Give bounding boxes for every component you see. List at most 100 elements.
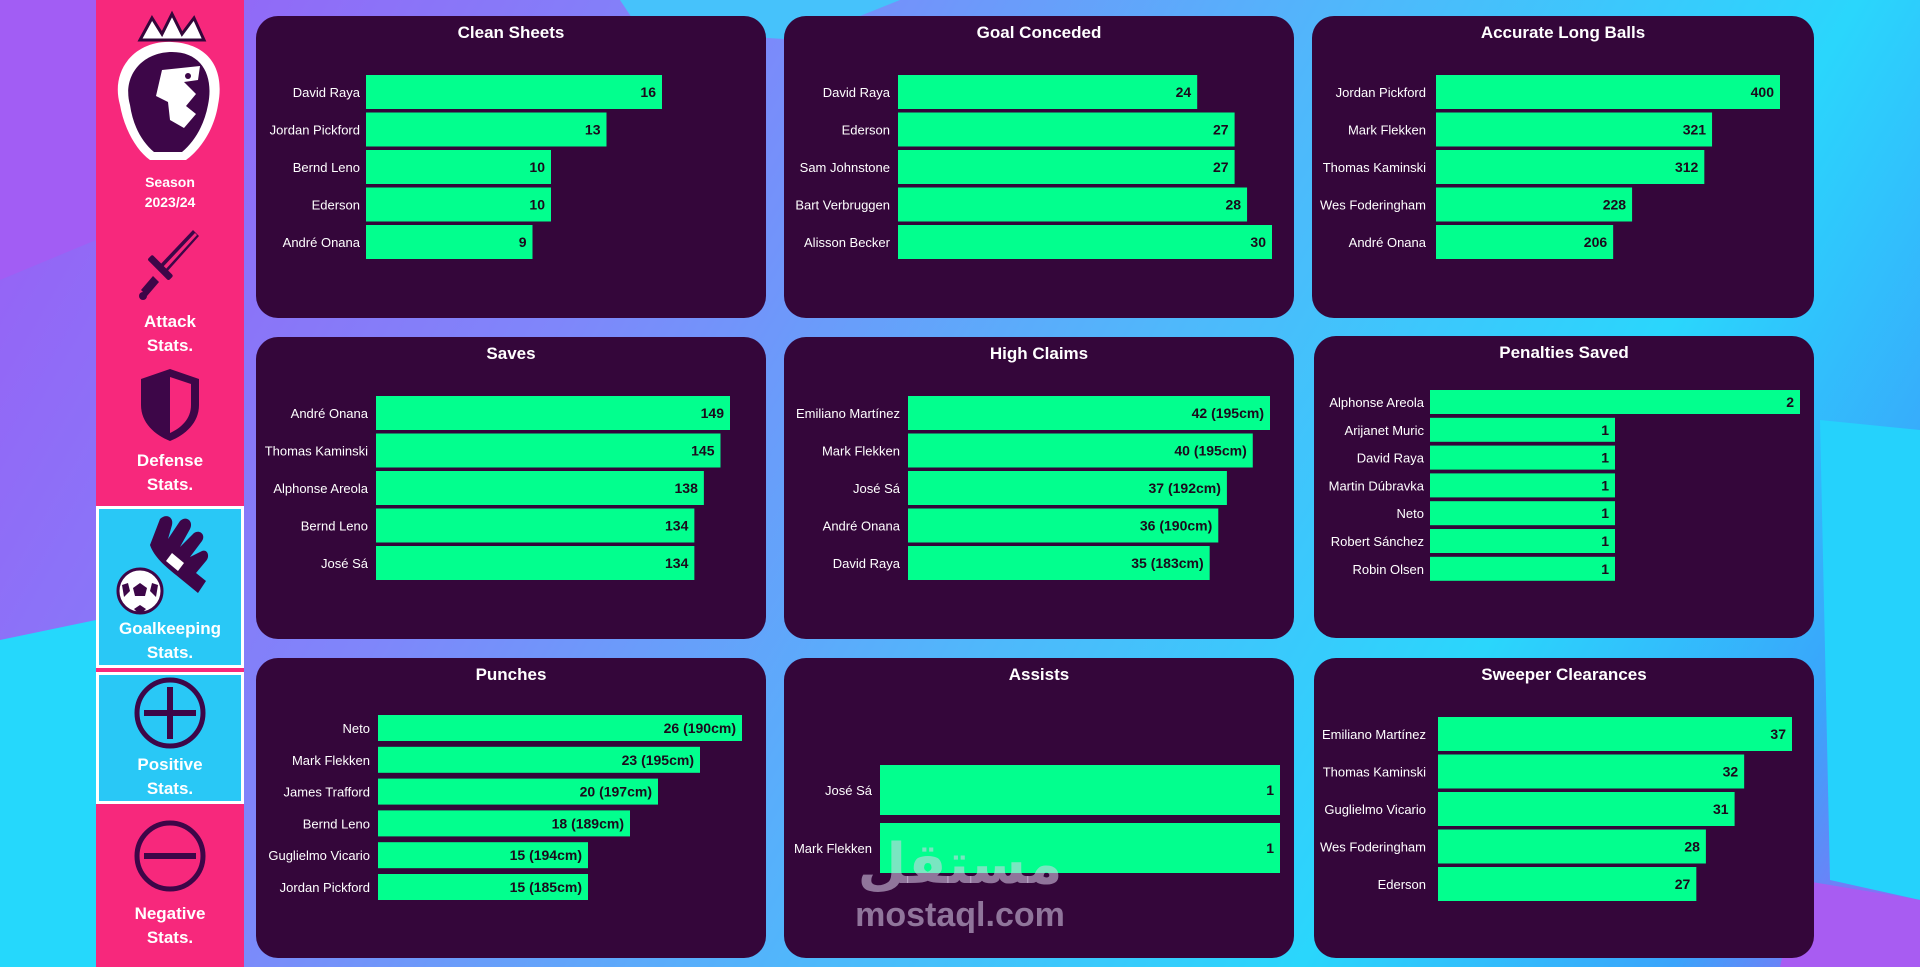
- bar-value-label: 9: [519, 234, 527, 250]
- bar-category-label: Guglielmo Vicario: [268, 848, 370, 863]
- bar-value-label: 149: [701, 405, 725, 421]
- bar-value-label: 13: [585, 122, 601, 138]
- bar-value-label: 10: [529, 197, 545, 213]
- panel-title-punches: Punches: [475, 665, 547, 684]
- sword-icon: [139, 230, 199, 300]
- bar-category-label: Robin Olsen: [1352, 562, 1424, 577]
- bar-wes-foderingham: [1436, 187, 1633, 222]
- bar-category-label: André Onana: [1349, 235, 1427, 250]
- bar-value-label: 28: [1225, 197, 1241, 213]
- bar-emiliano-martinez: [908, 396, 1270, 430]
- bar-value-label: 1: [1266, 840, 1274, 856]
- bar-category-label: José Sá: [825, 783, 873, 798]
- bar-category-label: Ederson: [1378, 877, 1426, 892]
- bar-value-label: 23 (195cm): [622, 752, 694, 768]
- bar-category-label: Ederson: [842, 123, 890, 138]
- bar-ederson: [898, 112, 1235, 147]
- bar-category-label: Bernd Leno: [303, 816, 370, 831]
- nav-defense-label-2: Stats.: [146, 475, 194, 494]
- nav-positive-stats[interactable]: Positive Stats.: [96, 672, 244, 804]
- bar-category-label: Bernd Leno: [293, 160, 360, 175]
- nav-attack-label-1: Attack: [144, 312, 196, 331]
- nav-positive-label-1: Positive: [137, 755, 203, 774]
- bar-thomas-kaminski: [376, 433, 721, 468]
- bar-category-label: José Sá: [853, 481, 901, 496]
- bar-category-label: Thomas Kaminski: [265, 444, 368, 459]
- bar-martin-dubravka: [1430, 473, 1615, 498]
- bar-value-label: 30: [1250, 234, 1266, 250]
- bar-bart-verbruggen: [898, 187, 1248, 222]
- bar-value-label: 20 (197cm): [580, 784, 652, 800]
- bar-value-label: 27: [1213, 122, 1229, 138]
- season-value: 2023/24: [144, 194, 196, 210]
- nav-defense-label-1: Defense: [136, 451, 204, 470]
- bar-category-label: André Onana: [823, 519, 901, 534]
- bar-value-label: 2: [1786, 394, 1794, 410]
- bar-category-label: David Raya: [293, 85, 361, 100]
- bar-category-label: José Sá: [321, 556, 369, 571]
- season-label: Season: [145, 174, 195, 190]
- bar-value-label: 27: [1213, 159, 1229, 175]
- bar-category-label: André Onana: [283, 235, 361, 250]
- panel-goal-conceded: Goal Conceded David Raya 24 Ederson 27 Sam J…: [784, 16, 1294, 318]
- bar-category-label: Ederson: [312, 198, 360, 213]
- bar-david-raya: [898, 75, 1198, 109]
- bar-andre-onana: [366, 225, 533, 259]
- bar-jose-sa: [880, 765, 1280, 815]
- bar-mark-flekken: [378, 746, 700, 773]
- nav-goalkeeping-stats[interactable]: Goalkeeping Stats.: [96, 506, 244, 668]
- bar-category-label: Jordan Pickford: [1336, 85, 1426, 100]
- bar-category-label: Bernd Leno: [301, 519, 368, 534]
- bar-alphonse-areola: [1430, 390, 1800, 414]
- bar-value-label: 134: [665, 518, 689, 534]
- premier-league-lion-logo: [117, 10, 220, 160]
- bar-category-label: Jordan Pickford: [270, 123, 360, 138]
- bar-bernd-leno: [366, 150, 551, 184]
- bar-emiliano-martinez: [1438, 717, 1792, 751]
- bar-category-label: Robert Sánchez: [1331, 534, 1424, 549]
- bar-category-label: Thomas Kaminski: [1323, 160, 1426, 175]
- bar-david-raya: [366, 75, 662, 109]
- bar-value-label: 1: [1601, 533, 1609, 549]
- panel-assists: Assists José Sá 1 Mark Flekken 1: [784, 658, 1294, 958]
- bar-category-label: Sam Johnstone: [800, 160, 890, 175]
- bar-value-label: 36 (190cm): [1140, 518, 1212, 534]
- minus-circle-icon: [134, 820, 206, 892]
- plus-circle-icon: [134, 677, 206, 749]
- nav-negative-label-1: Negative: [134, 904, 206, 923]
- bar-arijanet-muric: [1430, 417, 1615, 442]
- bar-category-label: James Trafford: [284, 785, 370, 800]
- bar-jordan-pickford: [378, 874, 588, 900]
- bar-jose-sa: [376, 546, 695, 580]
- panel-punches: Punches Neto 26 (190cm) Mark Flekken 23 (19…: [256, 658, 766, 958]
- nav-defense-stats[interactable]: Defense Stats.: [96, 365, 244, 500]
- bar-category-label: Bart Verbruggen: [795, 198, 890, 213]
- bar-james-trafford: [378, 778, 658, 805]
- bar-value-label: 15 (185cm): [510, 879, 582, 895]
- bar-wes-foderingham: [1438, 829, 1706, 864]
- bar-david-raya: [1430, 445, 1615, 470]
- bar-value-label: 1: [1601, 422, 1609, 438]
- bar-value-label: 145: [691, 443, 715, 459]
- bar-robin-olsen: [1430, 556, 1615, 581]
- bar-value-label: 37: [1770, 726, 1786, 742]
- panel-sweeper-clearances: Sweeper Clearances Emiliano Martínez 37 Th…: [1314, 658, 1814, 958]
- bar-value-label: 400: [1751, 84, 1775, 100]
- nav-negative-stats[interactable]: Negative Stats.: [96, 818, 244, 958]
- nav-attack-label-2: Stats.: [146, 336, 194, 355]
- bar-value-label: 26 (190cm): [664, 720, 736, 736]
- bar-category-label: Mark Flekken: [1348, 123, 1426, 138]
- bar-value-label: 10: [529, 159, 545, 175]
- bar-jordan-pickford: [366, 112, 607, 147]
- watermark-latin: mostaql.com: [855, 896, 1065, 934]
- nav-positive-label-2: Stats.: [146, 779, 194, 798]
- bar-alphonse-areola: [376, 471, 704, 505]
- nav-attack-stats[interactable]: Attack Stats.: [96, 222, 244, 360]
- bar-category-label: Emiliano Martínez: [796, 406, 900, 421]
- bar-value-label: 1: [1601, 561, 1609, 577]
- bar-category-label: David Raya: [823, 85, 891, 100]
- bar-category-label: Alisson Becker: [804, 235, 891, 250]
- bar-ederson: [1438, 867, 1697, 901]
- chart-assists: José Sá 1 Mark Flekken 1: [794, 765, 1280, 873]
- bar-thomas-kaminski: [1436, 150, 1705, 184]
